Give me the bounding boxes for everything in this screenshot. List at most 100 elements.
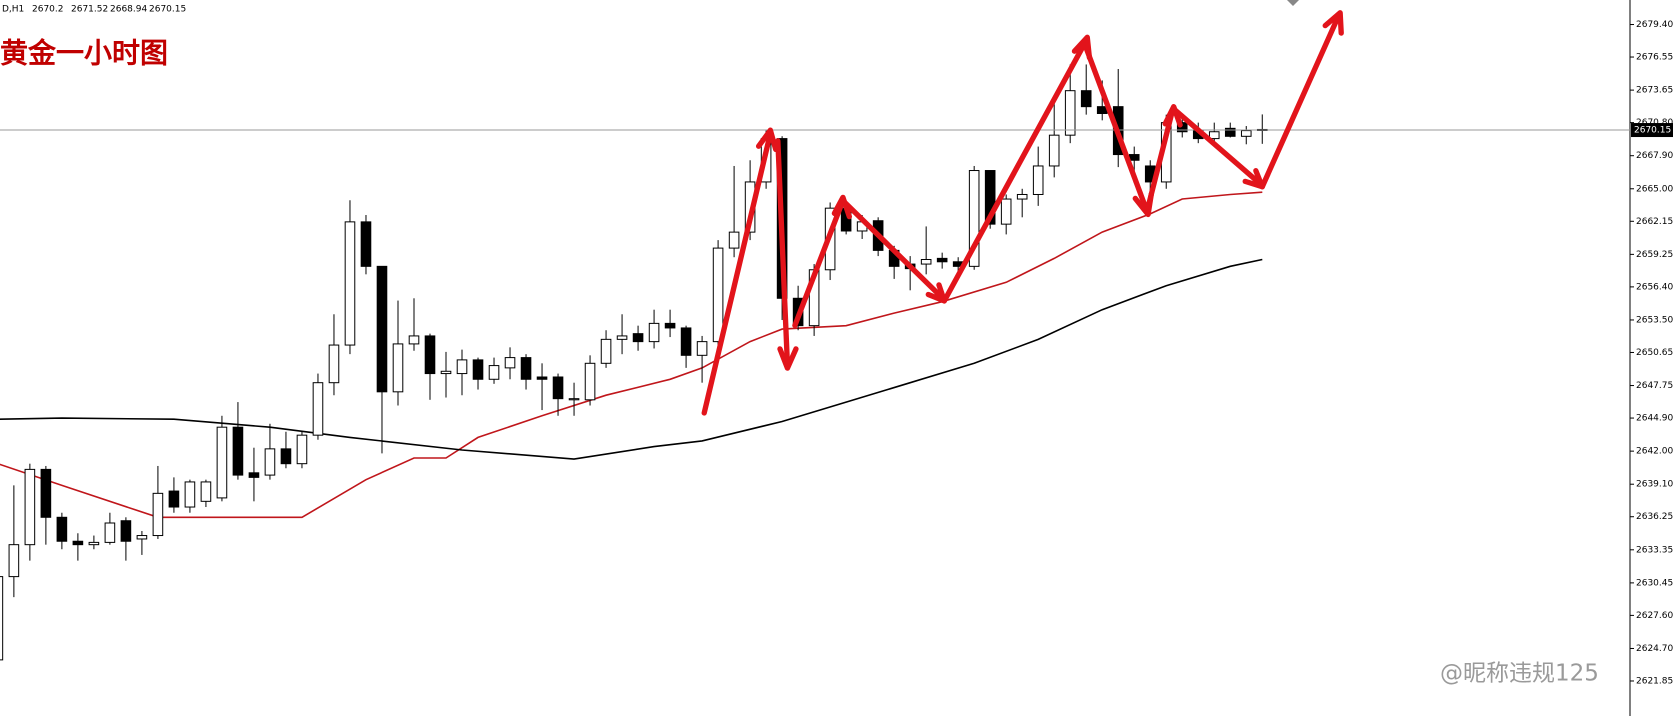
candle-body	[536, 376, 548, 380]
watermark: @昵称违规125	[1440, 661, 1599, 687]
candle-body	[920, 259, 932, 265]
arrow-head	[1322, 10, 1344, 36]
candle-body	[88, 541, 100, 546]
candle-body	[632, 333, 644, 343]
y-tick-label: 2630.45	[1636, 578, 1673, 588]
candle-body	[936, 257, 948, 263]
candle-body	[616, 335, 628, 340]
arrow-head	[831, 194, 852, 220]
moving-average	[0, 258, 1263, 460]
annotation-arrows	[701, 10, 1344, 416]
candle-body	[472, 359, 484, 380]
candle-body	[120, 520, 132, 542]
candle-body	[72, 540, 84, 546]
candle-body	[40, 468, 52, 518]
y-tick-label: 2650.65	[1636, 348, 1673, 358]
candle-body	[648, 322, 660, 343]
y-tick-label: 2624.70	[1636, 644, 1673, 654]
candle-body	[488, 365, 500, 380]
shift-marker	[1287, 0, 1299, 6]
candle-body	[456, 359, 468, 375]
candle-body	[520, 357, 532, 380]
candle-body	[1000, 198, 1012, 225]
arrow	[792, 197, 846, 329]
candle-body	[1224, 127, 1236, 137]
arrow	[701, 130, 774, 416]
candle-body	[984, 170, 996, 225]
y-tick-label: 2673.65	[1636, 86, 1673, 96]
candle-body	[584, 362, 596, 401]
y-tick-label: 2653.50	[1636, 315, 1673, 325]
y-tick-label: 2633.35	[1636, 545, 1673, 555]
last-high: 2671.52	[71, 5, 108, 15]
y-tick-label: 2656.40	[1636, 282, 1673, 292]
candle-body	[1048, 134, 1060, 167]
y-tick-label: 2667.90	[1636, 151, 1673, 161]
y-tick-label: 2642.00	[1636, 447, 1673, 457]
candle-body	[1096, 106, 1108, 114]
y-tick-label: 2676.55	[1636, 53, 1673, 63]
candle-body	[296, 434, 308, 465]
candle-body	[504, 357, 516, 369]
candle-body	[56, 516, 68, 542]
header: D,H1 2670.2 2671.52 2668.94 2670.15	[2, 5, 186, 15]
candle-body	[408, 335, 420, 345]
candle-body	[600, 338, 612, 364]
candle-body	[168, 490, 180, 508]
candle-body	[392, 343, 404, 393]
candle-body	[680, 327, 692, 356]
candle-body	[664, 322, 676, 329]
candle-body	[712, 247, 724, 343]
y-tick-label: 2647.75	[1636, 381, 1673, 391]
candle-body	[1080, 90, 1092, 108]
symbol: D,H1	[2, 5, 24, 15]
candle-body	[0, 576, 4, 661]
candle-body	[552, 376, 564, 400]
candle-body	[136, 535, 148, 540]
candle-body	[104, 522, 116, 543]
y-tick-label: 2665.00	[1636, 184, 1673, 194]
candle-body	[1208, 131, 1220, 140]
candle-body	[568, 398, 580, 401]
candle-body	[248, 472, 260, 478]
arrow-head	[755, 127, 779, 153]
candle-body	[1240, 130, 1252, 137]
last-open: 2670.2	[32, 5, 64, 15]
arrow	[1259, 14, 1341, 190]
candle-body	[344, 221, 356, 346]
y-tick-label: 2621.85	[1636, 676, 1673, 686]
candle-body	[696, 341, 708, 356]
last-low: 2668.94	[110, 5, 147, 15]
candle-body	[280, 448, 292, 465]
chart-title: 黄金一小时图	[0, 37, 168, 70]
candle-body	[184, 481, 196, 508]
candle-body	[360, 221, 372, 267]
price-label: 2670.15	[1634, 126, 1671, 136]
candle-body	[1128, 154, 1140, 161]
y-tick-label: 2644.90	[1636, 414, 1673, 424]
y-tick-label: 2627.60	[1636, 611, 1673, 621]
last-close: 2670.15	[149, 5, 186, 15]
candle-body	[264, 448, 276, 476]
y-tick-label: 2659.25	[1636, 250, 1673, 260]
moving-average	[0, 191, 1263, 519]
candle-body	[312, 382, 324, 436]
candle-body	[1016, 193, 1028, 200]
y-tick-label: 2662.15	[1636, 217, 1673, 227]
candle-body	[216, 426, 228, 499]
y-tick-label: 2639.10	[1636, 480, 1673, 490]
y-tick-label: 2636.25	[1636, 512, 1673, 522]
candle-body	[152, 492, 164, 537]
arrow	[1144, 107, 1176, 214]
candle-body	[728, 231, 740, 249]
price-label-box	[1631, 123, 1673, 138]
candle-body	[232, 426, 244, 476]
candle-body	[1176, 122, 1188, 133]
candle-body	[24, 468, 36, 546]
y-tick-label: 2679.40	[1636, 20, 1673, 30]
arrow	[1083, 45, 1150, 214]
arrow	[1171, 106, 1264, 188]
candle-body	[376, 265, 388, 393]
